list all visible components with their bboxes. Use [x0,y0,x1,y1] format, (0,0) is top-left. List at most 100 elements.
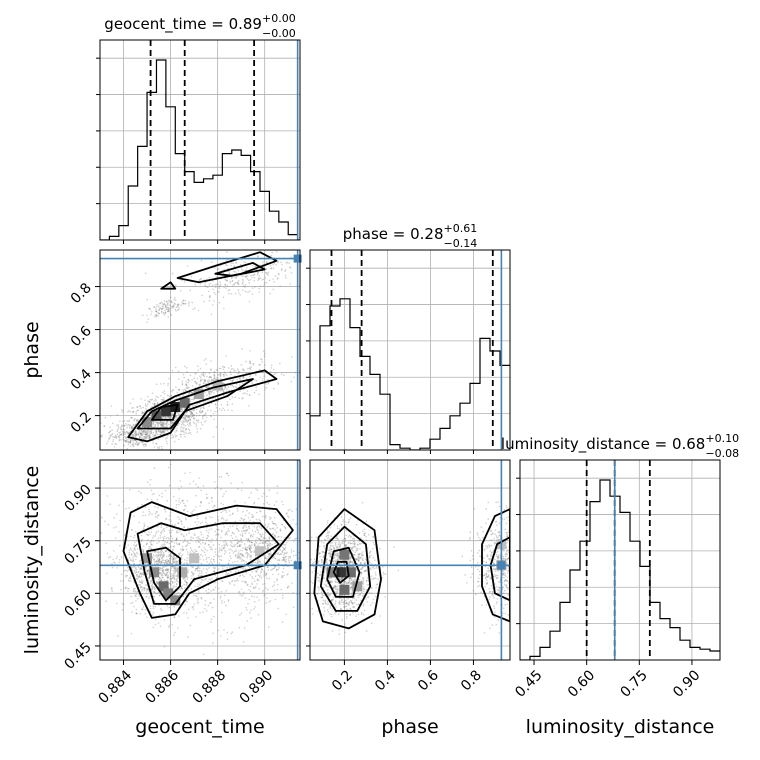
sample-point [268,539,271,542]
sample-point [127,433,130,435]
sample-point [204,285,207,288]
sample-point [163,382,165,385]
sample-point [197,309,200,312]
sample-point [169,553,172,555]
sample-point [178,488,180,490]
sample-point [191,571,193,574]
sample-point [242,368,245,371]
sample-point [156,422,159,424]
sample-point [337,543,340,546]
sample-point [270,254,273,257]
sample-point [166,424,169,427]
sample-point [124,439,127,442]
panel-frame [99,249,301,451]
sample-point [288,561,291,564]
sample-point [223,375,225,378]
sample-point [162,423,165,426]
sample-point [131,427,133,429]
sample-point [116,567,119,569]
sample-point [332,587,335,589]
sample-point [208,390,210,393]
sample-point [199,380,202,383]
sample-point [146,588,149,590]
sample-point [159,421,162,424]
sample-point [285,613,287,616]
sample-point [146,592,148,595]
sample-point [241,530,243,532]
sample-point [181,279,183,282]
sample-point [174,523,177,526]
sample-point [221,568,224,570]
sample-point [222,503,225,506]
sample-point [242,547,244,549]
sample-point [206,556,208,559]
sample-point [232,368,234,370]
sample-point [125,586,127,589]
sample-point [178,667,180,669]
sample-point [161,423,163,425]
sample-point [284,552,286,555]
sample-point [132,559,135,561]
sample-point [249,540,251,543]
sample-point [178,500,180,503]
sample-point [253,391,256,394]
sample-point [171,422,173,424]
sample-point [177,627,179,629]
sample-point [162,529,164,531]
sample-point [166,415,169,418]
sample-point [128,577,131,579]
sample-point [325,560,328,562]
sample-point [284,546,287,549]
sample-point [269,264,272,267]
sample-point [269,516,271,518]
sample-point [84,580,86,582]
sample-point [205,497,208,500]
sample-point [149,608,152,610]
sample-point [151,584,153,587]
sample-point [159,550,162,552]
sample-point [139,613,141,615]
sample-point [189,431,191,434]
sample-point [104,416,107,419]
sample-point [222,373,224,376]
sample-point [164,518,167,520]
sample-point [160,609,163,611]
sample-point [228,581,231,584]
sample-point [180,587,183,590]
histogram-panel-phase: phase = 0.28+0.61−0.14 [306,222,511,451]
sample-point [170,314,172,317]
sample-point [180,290,182,292]
sample-point [129,441,131,444]
sample-point [275,250,278,253]
sample-point [174,435,177,438]
sample-point [228,530,230,532]
sample-point [361,572,363,574]
sample-point [172,307,174,309]
sample-point [191,412,193,415]
sample-point [344,523,347,526]
sample-point [200,570,203,572]
sample-point [155,511,158,513]
sample-point [146,542,148,544]
sample-point [157,315,159,317]
sample-point [259,574,261,577]
sample-point [230,368,233,371]
sample-point [127,431,129,434]
sample-point [196,515,199,517]
sample-point [161,303,164,305]
sample-point [261,542,264,544]
scatter-panel-luminosity_distance-vs-geocent_time [84,459,302,669]
sample-point [242,376,245,378]
sample-point [164,312,166,314]
sample-point [98,424,100,426]
sample-point [167,302,169,304]
sample-point [182,499,185,502]
sample-point [129,441,131,443]
sample-point [184,504,186,507]
sample-point [161,558,163,560]
sample-point [170,535,172,537]
sample-point [267,274,269,277]
sample-point [218,555,221,558]
sample-point [229,384,232,387]
sample-point [128,551,131,554]
